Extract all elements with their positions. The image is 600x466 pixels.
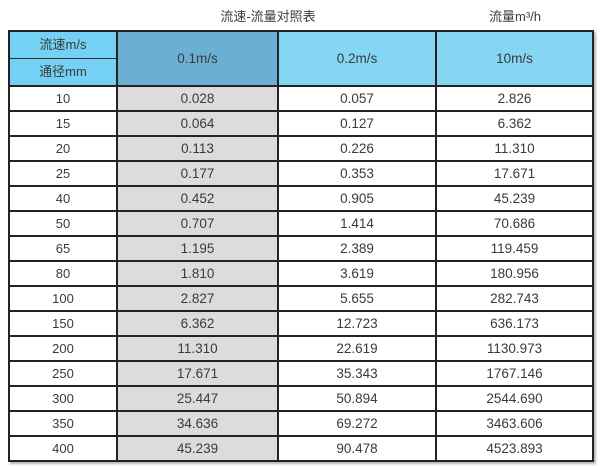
flow-value-cell: 0.113 <box>116 135 279 162</box>
flow-value-cell: 636.173 <box>435 310 594 337</box>
flow-value-cell: 2544.690 <box>435 385 594 412</box>
flow-value-cell: 50.894 <box>277 385 437 412</box>
flow-value-cell: 17.671 <box>435 160 594 187</box>
flow-value-cell: 1.195 <box>116 235 279 262</box>
table-row: 20 0.113 0.226 11.310 <box>8 135 594 162</box>
diameter-cell: 40 <box>8 185 118 212</box>
flow-value-cell: 3.619 <box>277 260 437 287</box>
table-row: 25 0.177 0.353 17.671 <box>8 160 594 187</box>
flow-value-cell: 69.272 <box>277 410 437 437</box>
flow-value-cell: 0.057 <box>277 85 437 112</box>
diameter-cell: 15 <box>8 110 118 137</box>
diameter-cell: 20 <box>8 135 118 162</box>
flow-value-cell: 2.827 <box>116 285 279 312</box>
flow-value-cell: 25.447 <box>116 385 279 412</box>
title-bar: 流速-流量对照表 流量m³/h <box>0 0 600 30</box>
flow-value-cell: 11.310 <box>435 135 594 162</box>
flow-value-cell: 0.905 <box>277 185 437 212</box>
table-row: 100 2.827 5.655 282.743 <box>8 285 594 312</box>
flow-value-cell: 282.743 <box>435 285 594 312</box>
table-body: 10 0.028 0.057 2.826 15 0.064 0.127 6.362 20 0.11… <box>8 85 594 462</box>
table-row: 15 0.064 0.127 6.362 <box>8 110 594 137</box>
flow-value-cell: 11.310 <box>116 335 279 362</box>
diameter-cell: 200 <box>8 335 118 362</box>
table-row: 10 0.028 0.057 2.826 <box>8 85 594 112</box>
diameter-cell: 50 <box>8 210 118 237</box>
flow-value-cell: 12.723 <box>277 310 437 337</box>
diameter-cell: 300 <box>8 385 118 412</box>
table-row: 80 1.810 3.619 180.956 <box>8 260 594 287</box>
table-row: 300 25.447 50.894 2544.690 <box>8 385 594 412</box>
flow-value-cell: 6.362 <box>435 110 594 137</box>
flow-value-cell: 0.064 <box>116 110 279 137</box>
diameter-cell: 25 <box>8 160 118 187</box>
flow-value-cell: 1130.973 <box>435 335 594 362</box>
table-row: 65 1.195 2.389 119.459 <box>8 235 594 262</box>
flow-value-cell: 180.956 <box>435 260 594 287</box>
flow-value-cell: 1767.146 <box>435 360 594 387</box>
table-row: 40 0.452 0.905 45.239 <box>8 185 594 212</box>
flow-value-cell: 0.028 <box>116 85 279 112</box>
table-row: 350 34.636 69.272 3463.606 <box>8 410 594 437</box>
flow-value-cell: 0.226 <box>277 135 437 162</box>
diameter-cell: 10 <box>8 85 118 112</box>
table-row: 150 6.362 12.723 636.173 <box>8 310 594 337</box>
table-row: 50 0.707 1.414 70.686 <box>8 210 594 237</box>
diameter-cell: 150 <box>8 310 118 337</box>
diameter-cell: 100 <box>8 285 118 312</box>
flow-value-cell: 4523.893 <box>435 435 594 462</box>
diameter-cell: 350 <box>8 410 118 437</box>
flow-value-cell: 90.478 <box>277 435 437 462</box>
flow-value-cell: 0.177 <box>116 160 279 187</box>
table-row: 400 45.239 90.478 4523.893 <box>8 435 594 462</box>
column-header-10ms: 10m/s <box>435 30 594 87</box>
flow-value-cell: 0.127 <box>277 110 437 137</box>
diameter-cell: 80 <box>8 260 118 287</box>
diameter-cell: 65 <box>8 235 118 262</box>
flow-value-cell: 70.686 <box>435 210 594 237</box>
page-title: 流速-流量对照表 <box>220 9 316 24</box>
flow-value-cell: 0.452 <box>116 185 279 212</box>
flow-unit-label: 流量m³/h <box>488 9 542 24</box>
table-row: 200 11.310 22.619 1130.973 <box>8 335 594 362</box>
flow-value-cell: 45.239 <box>435 185 594 212</box>
flow-value-cell: 2.389 <box>277 235 437 262</box>
corner-header-velocity-label: 流速m/s <box>39 37 87 52</box>
flow-value-cell: 5.655 <box>277 285 437 312</box>
table-header: 流速m/s 通径mm 0.1m/s 0.2m/s 10m/s <box>8 30 594 87</box>
column-header-0-2ms: 0.2m/s <box>277 30 437 87</box>
flow-value-cell: 3463.606 <box>435 410 594 437</box>
flow-rate-table: 流速m/s 通径mm 0.1m/s 0.2m/s 10m/s 10 0.028 0.… <box>8 30 594 462</box>
flow-value-cell: 6.362 <box>116 310 279 337</box>
flow-value-cell: 22.619 <box>277 335 437 362</box>
flow-value-cell: 1.414 <box>277 210 437 237</box>
table-row: 250 17.671 35.343 1767.146 <box>8 360 594 387</box>
flow-value-cell: 2.826 <box>435 85 594 112</box>
flow-value-cell: 17.671 <box>116 360 279 387</box>
corner-header-cell: 流速m/s 通径mm <box>8 30 118 87</box>
flow-value-cell: 119.459 <box>435 235 594 262</box>
diameter-cell: 250 <box>8 360 118 387</box>
column-header-0-1ms: 0.1m/s <box>116 30 279 87</box>
flow-value-cell: 34.636 <box>116 410 279 437</box>
flow-value-cell: 1.810 <box>116 260 279 287</box>
flow-value-cell: 0.353 <box>277 160 437 187</box>
flow-value-cell: 0.707 <box>116 210 279 237</box>
corner-header-diameter-label: 通径mm <box>10 58 116 85</box>
diameter-cell: 400 <box>8 435 118 462</box>
flow-value-cell: 35.343 <box>277 360 437 387</box>
flow-value-cell: 45.239 <box>116 435 279 462</box>
